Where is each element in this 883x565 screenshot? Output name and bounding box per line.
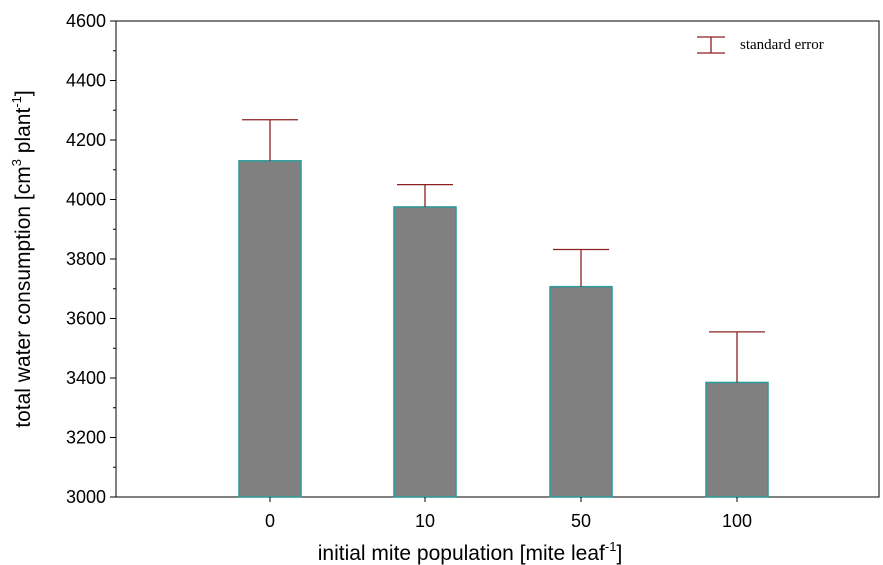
x-tick-label: 0 [265,511,275,531]
y-tick-label: 4600 [66,11,106,31]
bars [238,160,769,498]
y-tick-label: 3200 [66,428,106,448]
y-tick-label: 4400 [66,71,106,91]
y-tick-label: 4000 [66,190,106,210]
legend: standard error [697,36,824,54]
x-tick-label: 100 [722,511,752,531]
y-tick-label: 3800 [66,249,106,269]
y-tick-label: 3600 [66,309,106,329]
y-tick-label: 3400 [66,368,106,388]
x-tick-label: 10 [415,511,435,531]
y-tick-label: 4200 [66,130,106,150]
y-axis-title: total water consumption [cm3 plant-1] [9,90,35,427]
y-axis-ticks: 3000 3200 3400 3600 3800 4000 4200 4400 4600 [66,11,116,507]
bar-0 [238,160,302,498]
bar-50 [549,285,613,498]
x-axis-ticks: 0 10 50 100 [265,497,752,531]
y-tick-label: 3000 [66,487,106,507]
x-axis-title: initial mite population [mite leaf-1] [318,539,623,565]
legend-label: standard error [740,37,824,53]
bar-10 [393,206,457,498]
error-bars [242,119,765,383]
x-tick-label: 50 [571,511,591,531]
bar-100 [705,381,769,498]
